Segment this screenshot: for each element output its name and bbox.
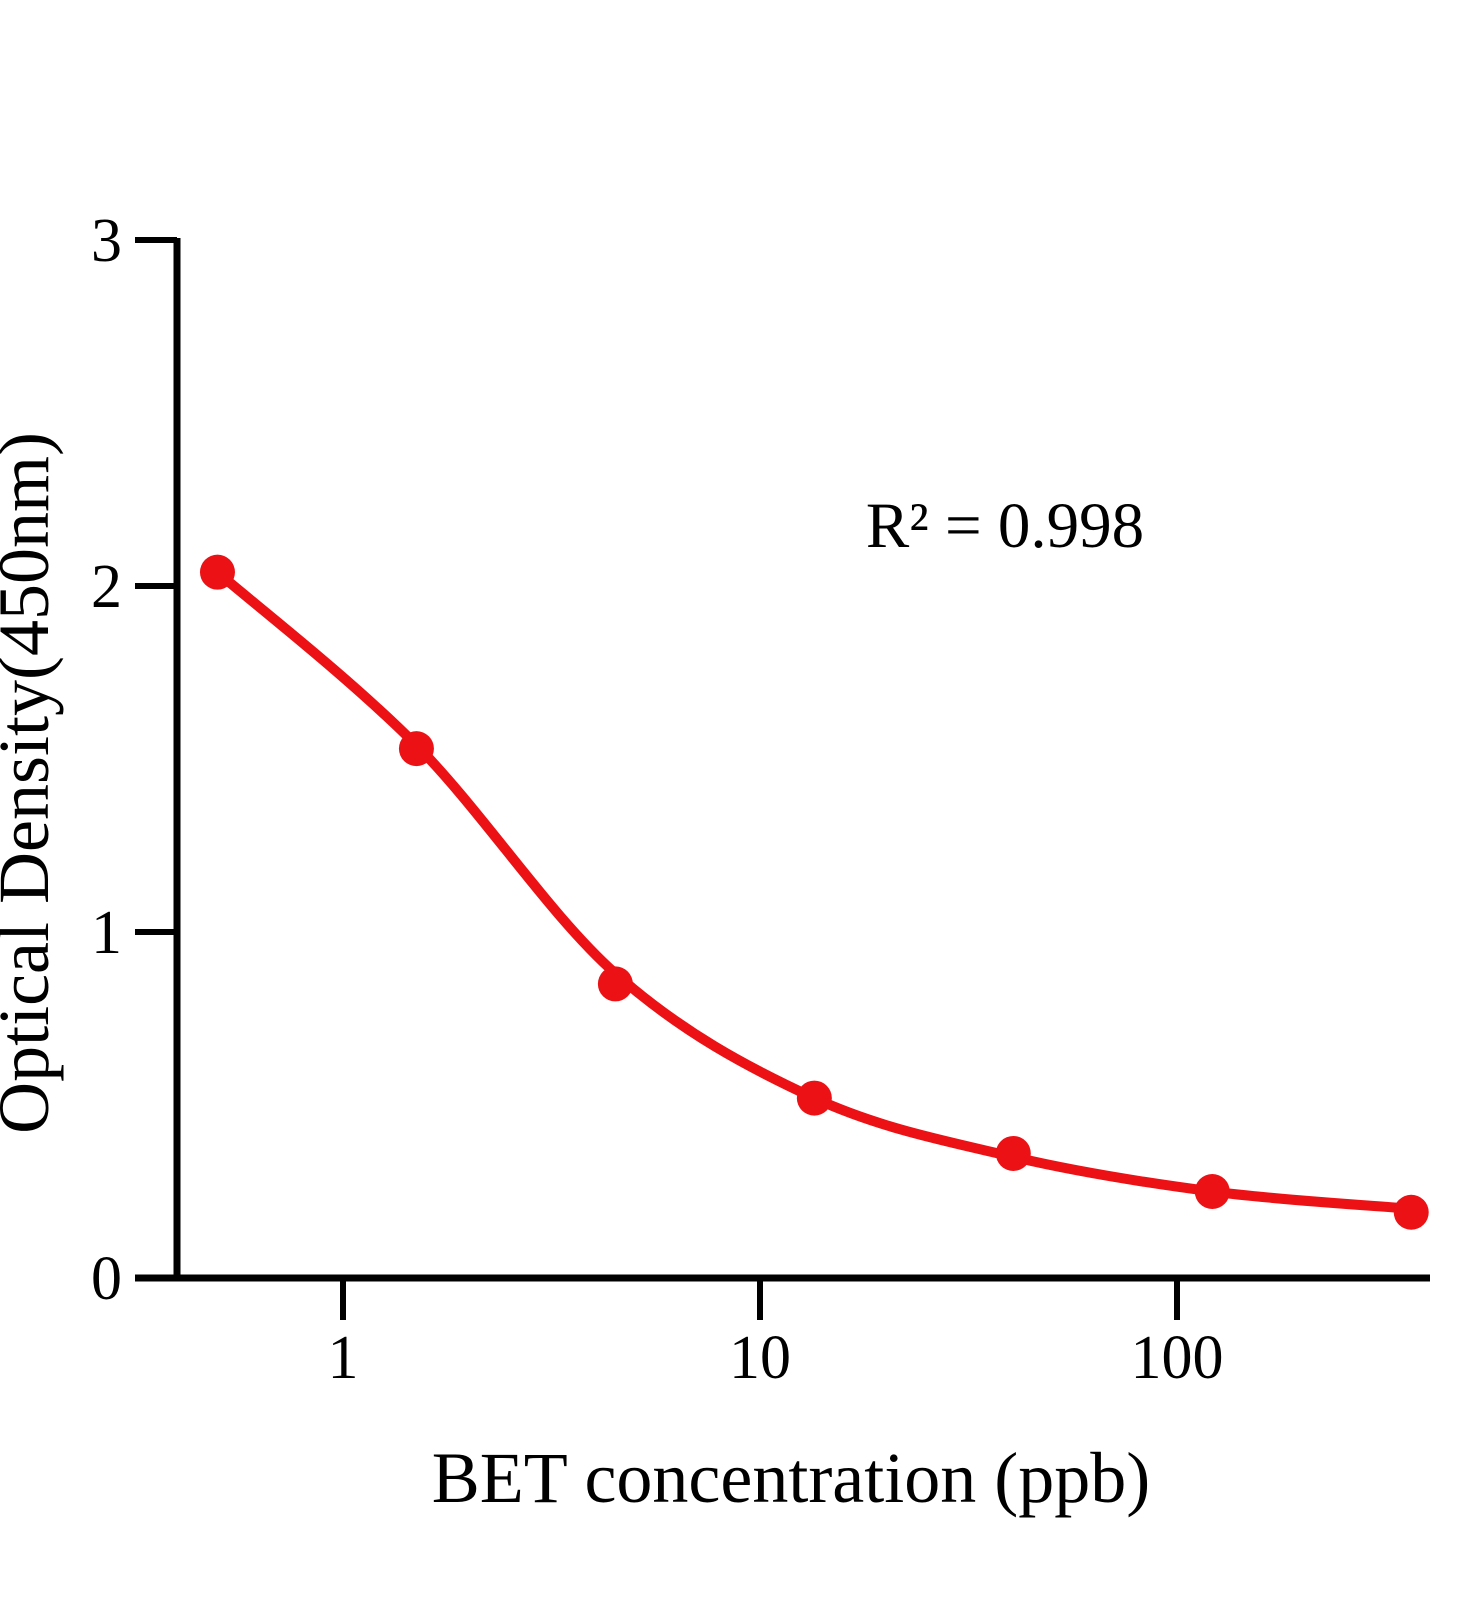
data-point bbox=[398, 731, 434, 767]
x-tick-label: 10 bbox=[729, 1324, 791, 1392]
y-tick-label: 1 bbox=[91, 899, 122, 967]
x-axis-title: BET concentration (ppb) bbox=[432, 1438, 1150, 1518]
y-tick-label: 2 bbox=[91, 553, 122, 621]
data-point bbox=[597, 966, 633, 1002]
data-point bbox=[1393, 1194, 1429, 1230]
y-axis-title: Optical Density(450nm) bbox=[0, 432, 64, 1134]
x-tick-label: 100 bbox=[1131, 1324, 1224, 1392]
data-point bbox=[796, 1080, 832, 1116]
data-point bbox=[199, 554, 235, 590]
x-tick-label: 1 bbox=[328, 1324, 359, 1392]
y-tick-label: 3 bbox=[91, 207, 122, 275]
data-point bbox=[995, 1135, 1031, 1171]
data-point bbox=[1194, 1174, 1230, 1209]
y-tick-label: 0 bbox=[91, 1245, 122, 1313]
r-squared-annotation: R² = 0.998 bbox=[866, 490, 1144, 562]
